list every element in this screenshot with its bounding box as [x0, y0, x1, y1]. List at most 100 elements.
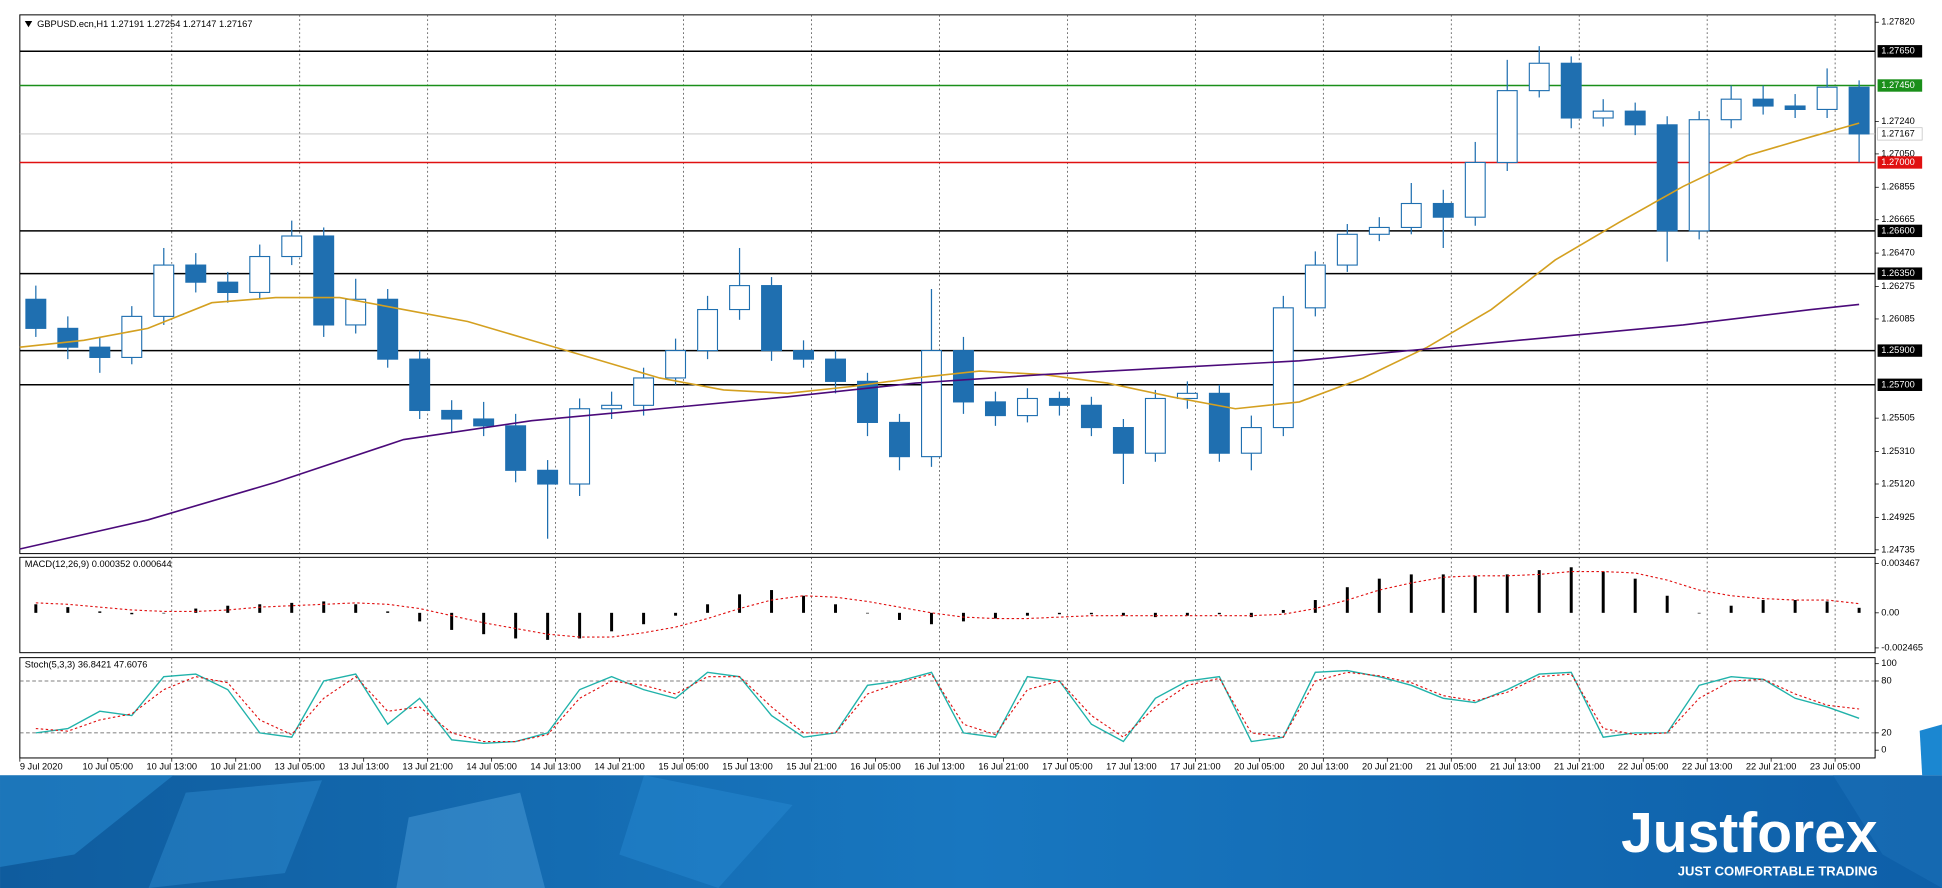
x-tick-label: 22 Jul 05:00	[1618, 762, 1669, 772]
macd-bar	[1025, 612, 1029, 616]
current-price-label: 1.27167	[1881, 128, 1915, 138]
macd-bar	[1793, 600, 1797, 613]
macd-bar	[929, 612, 933, 625]
candle-body	[1560, 62, 1582, 119]
macd-bar	[993, 612, 997, 619]
macd-bar	[802, 595, 806, 613]
macd-signal	[35, 570, 1860, 638]
x-tick-label: 20 Jul 05:00	[1234, 762, 1285, 772]
candle-body	[1368, 226, 1390, 235]
candle-body	[1336, 233, 1358, 266]
candle-body	[1720, 98, 1742, 121]
x-tick-label: 13 Jul 13:00	[338, 762, 389, 772]
macd-bar	[1505, 574, 1509, 613]
level-box	[1877, 224, 1923, 238]
macd-bar	[1633, 578, 1637, 613]
y-tick-label: 1.26470	[1881, 248, 1915, 258]
candle-body	[1272, 307, 1294, 429]
y-tick-label: 1.25120	[1881, 478, 1915, 488]
macd-bar	[1825, 601, 1829, 613]
y-tick-label: 1.26665	[1881, 214, 1915, 224]
candle-body	[1688, 119, 1710, 232]
candle-body	[1112, 427, 1134, 454]
x-tick-label: 16 Jul 21:00	[978, 762, 1029, 772]
candle-body	[1624, 110, 1646, 126]
x-tick-label: 10 Jul 05:00	[83, 762, 134, 772]
x-tick-label: 17 Jul 05:00	[1042, 762, 1093, 772]
x-tick-label: 15 Jul 21:00	[786, 762, 837, 772]
candle-body	[793, 350, 814, 360]
level-box	[1877, 156, 1923, 169]
candle-body	[1528, 62, 1550, 92]
candle-body	[281, 235, 303, 258]
candle-body	[57, 327, 79, 348]
macd-bar	[482, 612, 486, 635]
x-tick-label: 20 Jul 21:00	[1362, 762, 1413, 772]
candle-body	[1144, 397, 1166, 454]
x-tick-label: 15 Jul 13:00	[722, 762, 773, 772]
level-label: 1.25700	[1881, 379, 1915, 389]
candle-body	[1176, 392, 1198, 400]
macd-bar	[1121, 612, 1125, 616]
x-tick-label: 10 Jul 21:00	[211, 762, 262, 772]
candle-body	[1848, 86, 1870, 135]
macd-bar	[578, 612, 582, 639]
x-tick-label: 13 Jul 21:00	[402, 762, 452, 772]
x-tick-label: 10 Jul 13:00	[147, 762, 198, 772]
stoch-main	[35, 669, 1860, 744]
candle-body	[377, 298, 399, 360]
candle-body	[697, 308, 719, 352]
level-box	[1877, 79, 1923, 92]
macd-bar	[1729, 605, 1733, 613]
candle-body	[473, 418, 495, 427]
macd-bar	[1185, 612, 1189, 616]
macd-bar	[322, 601, 326, 613]
candle-body	[505, 425, 527, 471]
macd-bar	[354, 604, 358, 613]
macd-bar	[1857, 607, 1861, 613]
macd-bar	[674, 612, 678, 616]
macd-bar	[1249, 612, 1253, 618]
y-tick-label: 1.25505	[1881, 413, 1915, 423]
level-box	[1877, 267, 1923, 280]
x-tick-label: 14 Jul 21:00	[594, 762, 645, 772]
level-label: 1.26350	[1881, 268, 1915, 278]
decor	[619, 775, 793, 888]
candle-body	[1016, 397, 1038, 417]
candle-body	[952, 350, 974, 403]
candle-body	[1496, 90, 1518, 164]
main-panel	[19, 14, 1876, 555]
macd-bar	[898, 612, 901, 620]
candle-body	[249, 255, 271, 294]
y-tick-label: -0.002465	[1881, 642, 1923, 652]
logo: Justforex	[1621, 801, 1878, 865]
candle-body	[1816, 86, 1838, 110]
level-label: 1.26600	[1881, 225, 1915, 235]
candle-body	[89, 346, 111, 358]
macd-bar	[418, 612, 422, 622]
candle-body	[537, 469, 559, 485]
x-tick-label: 22 Jul 13:00	[1682, 762, 1733, 772]
y-tick-label: 1.26085	[1881, 313, 1915, 323]
candle-body	[1208, 392, 1230, 454]
y-tick-label: 80	[1881, 675, 1891, 685]
y-tick-label: 100	[1881, 658, 1896, 668]
y-tick-label: 1.24735	[1881, 544, 1915, 554]
level-box	[1877, 378, 1923, 391]
candle-body	[1464, 161, 1486, 218]
macd-bar	[1377, 578, 1381, 613]
candle-body	[121, 315, 143, 358]
decor	[1919, 724, 1942, 776]
macd-bar	[34, 604, 38, 613]
decor	[0, 775, 174, 867]
y-tick-label: 1.26855	[1881, 182, 1915, 192]
macd-bar	[98, 611, 102, 613]
candle-body	[1048, 397, 1070, 406]
level-label: 1.25900	[1881, 345, 1915, 355]
macd-bar	[706, 604, 710, 613]
decor	[148, 780, 323, 888]
indicator-title: Stoch(5,3,3) 36.8421 47.6076	[25, 660, 148, 670]
x-tick-label: 13 Jul 05:00	[274, 762, 325, 772]
candle-body	[825, 358, 846, 382]
